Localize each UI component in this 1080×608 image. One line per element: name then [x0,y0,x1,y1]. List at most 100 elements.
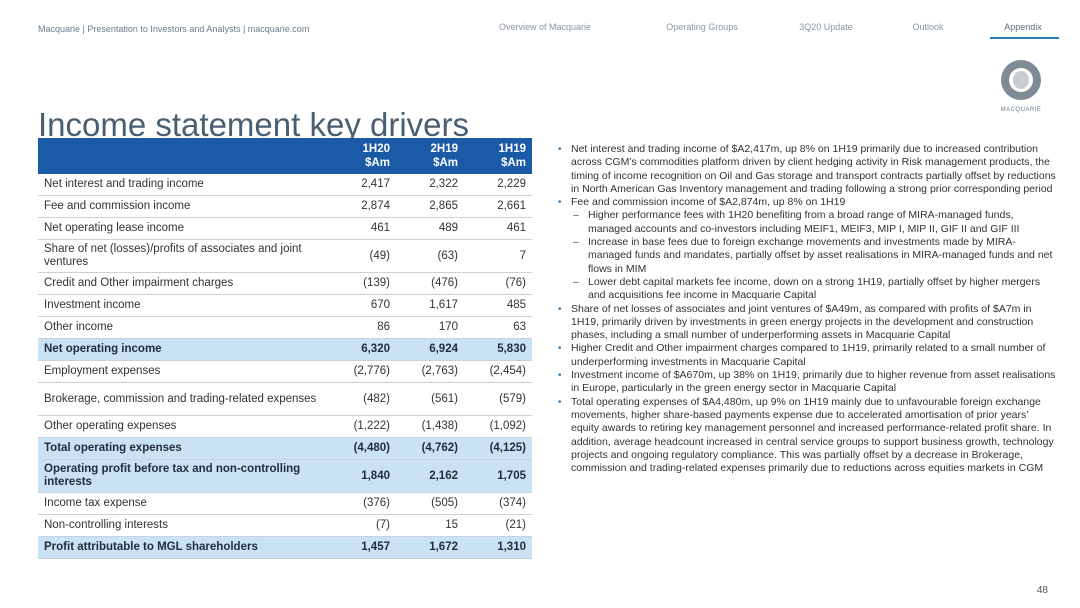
row-label: Total operating expenses [38,437,328,460]
cell-2h19: (2,763) [396,360,464,383]
row-label: Employment expenses [38,360,328,383]
cell-1h20: (139) [328,272,396,295]
cell-1h19: 485 [464,294,532,317]
row-label: Operating profit before tax and non-cont… [38,459,328,493]
cell-1h20: (2,776) [328,360,396,383]
cell-1h19: (1,092) [464,415,532,438]
header-1h20: 1H20 $Am [328,138,396,174]
cell-1h19: 1,705 [464,459,532,493]
nav-3q20-update[interactable]: 3Q20 Update [799,22,853,32]
cell-1h19: 5,830 [464,338,532,361]
table-row: Income tax expense (376) (505) (374) [38,492,532,515]
header-text: 2H19 [430,143,459,155]
cell-1h19: 2,229 [464,174,532,196]
active-nav-underline [990,37,1059,39]
cell-1h19: (2,454) [464,360,532,383]
cell-2h19: 2,162 [396,459,464,493]
row-label: Net operating income [38,338,328,361]
table-row-total: Profit attributable to MGL shareholders 1… [38,536,532,559]
nav-appendix[interactable]: Appendix [1004,22,1042,32]
cell-2h19: (63) [396,239,464,273]
cell-2h19: 2,865 [396,195,464,218]
cell-1h20: 6,320 [328,338,396,361]
sub-bullet-item: Increase in base fees due to foreign exc… [557,236,1057,276]
cell-1h19: (579) [464,382,532,416]
logo-wordmark: MACQUARIE [1000,107,1042,113]
cell-1h20: (7) [328,514,396,537]
header-text: $Am [501,157,526,169]
macquarie-logo: MACQUARIE [995,60,1047,118]
header-text: $Am [365,157,390,169]
cell-1h20: (376) [328,492,396,515]
income-statement-table: 1H20 $Am 2H19 $Am 1H19 $Am Net interest and… [38,138,532,559]
table-row-subtotal: Net operating income 6,320 6,924 5,830 [38,338,532,361]
cell-1h19: 461 [464,217,532,240]
nav-outlook[interactable]: Outlook [912,22,944,32]
cell-1h19: 2,661 [464,195,532,218]
nav-overview[interactable]: Overview of Macquarie [498,22,592,32]
cell-2h19: (1,438) [396,415,464,438]
cell-2h19: 170 [396,316,464,339]
cell-1h19: (76) [464,272,532,295]
bullet-item: Share of net losses of associates and jo… [557,303,1057,343]
table-row: Net interest and trading income 2,417 2,32… [38,174,532,196]
cell-1h20: (4,480) [328,437,396,460]
row-label: Net interest and trading income [38,174,328,196]
cell-2h19: (561) [396,382,464,416]
row-label: Other income [38,316,328,339]
header-label-cell [38,138,328,174]
page-title: Income statement key drivers [38,106,469,144]
header-1h19: 1H19 $Am [464,138,532,174]
header-text: 1H20 [362,143,391,155]
cell-2h19: (4,762) [396,437,464,460]
row-label: Profit attributable to MGL shareholders [38,536,328,559]
table-row: Fee and commission income 2,874 2,865 2,661 [38,195,532,218]
cell-1h19: 1,310 [464,536,532,559]
table-row: Credit and Other impairment charges (139)… [38,272,532,295]
header-text: 1H19 [498,143,527,155]
cell-1h19: (21) [464,514,532,537]
bullet-item: Total operating expenses of $A4,480m, up… [557,396,1057,476]
cell-1h20: 1,840 [328,459,396,493]
bullet-item: Fee and commission income of $A2,874m, u… [557,196,1057,210]
table-header-row: 1H20 $Am 2H19 $Am 1H19 $Am [38,138,532,174]
table-row: Other income 86 170 63 [38,316,532,339]
bullet-item: Investment income of $A670m, up 38% on 1… [557,369,1057,396]
cell-1h19: 7 [464,239,532,273]
header-2h19: 2H19 $Am [396,138,464,174]
bullet-item: Net interest and trading income of $A2,4… [557,143,1057,196]
cell-1h20: 1,457 [328,536,396,559]
page-number: 48 [1036,585,1048,596]
cell-1h19: 63 [464,316,532,339]
cell-2h19: 489 [396,217,464,240]
cell-2h19: (505) [396,492,464,515]
cell-1h20: (1,222) [328,415,396,438]
row-label: Credit and Other impairment charges [38,272,328,295]
commentary-bullets: Net interest and trading income of $A2,4… [557,143,1057,475]
cell-2h19: 6,924 [396,338,464,361]
row-label: Share of net (losses)/profits of associa… [38,239,328,273]
row-label: Other operating expenses [38,415,328,438]
cell-1h20: 2,417 [328,174,396,196]
nav-operating-groups[interactable]: Operating Groups [666,22,738,32]
cell-1h19: (4,125) [464,437,532,460]
row-label: Non-controlling interests [38,514,328,537]
cell-1h20: 670 [328,294,396,317]
table-row-subtotal: Total operating expenses (4,480) (4,762) (4… [38,437,532,460]
table-row: Employment expenses (2,776) (2,763) (2,454) [38,360,532,383]
row-label: Net operating lease income [38,217,328,240]
table-row: Net operating lease income 461 489 461 [38,217,532,240]
row-label: Brokerage, commission and trading-relate… [38,382,328,416]
row-label: Income tax expense [38,492,328,515]
row-label: Investment income [38,294,328,317]
sub-bullet-item: Lower debt capital markets fee income, d… [557,276,1057,303]
cell-1h20: 461 [328,217,396,240]
cell-2h19: 2,322 [396,174,464,196]
presentation-breadcrumb: Macquarie | Presentation to Investors an… [38,24,310,34]
cell-1h20: 2,874 [328,195,396,218]
cell-2h19: (476) [396,272,464,295]
cell-2h19: 1,617 [396,294,464,317]
table-row: Share of net (losses)/profits of associa… [38,239,532,273]
bullet-item: Higher Credit and Other impairment charg… [557,342,1057,369]
header-text: $Am [433,157,458,169]
